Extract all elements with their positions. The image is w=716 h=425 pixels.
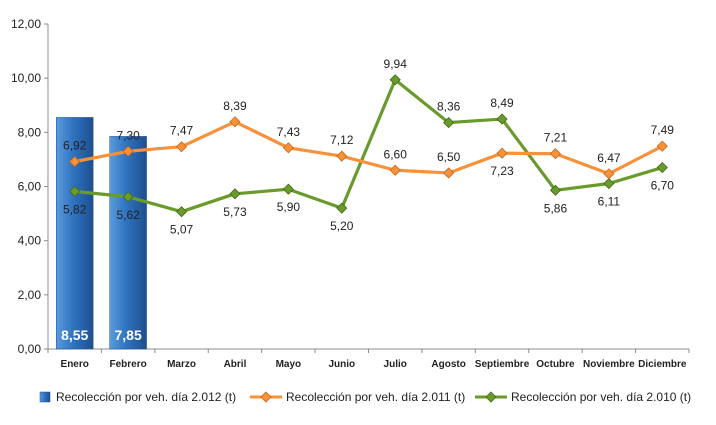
series-2-marker [336,202,348,214]
series-2-value-label: 5,62 [116,208,140,222]
series-1-value-label: 6,60 [384,147,408,161]
x-tick-label: Octubre [536,359,575,370]
series-2-marker [549,184,562,196]
series-2-marker [69,185,81,197]
series-1-value-label: 7,23 [490,164,514,178]
series-2-value-label: 5,73 [223,205,247,219]
legend: Recolección por veh. día 2.012 (t) Recole… [39,390,691,404]
series-1-marker [389,164,401,176]
series-1-marker [496,147,508,159]
y-tick-label: 12,00 [11,17,41,31]
series-1-value-label: 6,50 [437,150,461,164]
y-tick-label: 4,00 [18,234,42,248]
x-tick-label: Agosto [431,359,465,370]
data-labels: 8,55 7,85 6,92 7,30 7,47 8,39 7,43 7,12 6,60 6,50… [61,57,674,343]
series-1-value-label: 7,43 [277,125,301,139]
series-1-marker [69,156,81,168]
series-2-value-label: 5,90 [277,200,301,214]
legend-label: Recolección por veh. día 2.011 (t) [286,390,465,404]
legend-swatch-bar [39,391,51,403]
y-tick-label: 0,00 [18,342,42,356]
series-2-value-label: 5,20 [330,219,354,233]
series-1-marker [122,145,134,157]
series-1-value-label: 8,39 [223,99,247,113]
legend-swatch-marker [260,391,272,403]
x-tick-label: Abril [224,359,247,370]
bar-febrero [109,136,147,350]
series-2-value-label: 5,86 [544,201,568,215]
x-tick-label: Enero [61,359,89,370]
series-1-marker [549,148,562,160]
bar-value-label: 8,55 [61,327,88,343]
series-1-value-label: 7,30 [116,128,140,142]
series-1-value-label: 7,49 [651,123,675,137]
lines [69,74,668,218]
x-tick-label: Julio [384,359,407,370]
x-tick-label: Noviembre [583,359,635,370]
series-1-value-label: 7,12 [330,133,354,147]
x-tick-label: Septiembre [475,359,530,370]
series-2-value-label: 9,94 [384,57,408,71]
y-tick-label: 10,00 [11,71,41,85]
series-1-value-label: 6,92 [63,139,87,153]
series-2-marker [229,188,241,200]
x-tick-label: Febrero [110,359,147,370]
series-2-marker [122,191,134,203]
series-2-value-label: 6,70 [651,179,675,193]
y-tick-label: 2,00 [18,288,42,302]
series-2-value-label: 5,07 [170,223,194,237]
series-line-1 [74,120,664,176]
series-2-marker [496,113,508,125]
series-1-marker [282,142,294,154]
x-tick-label: Marzo [167,359,196,370]
series-2-marker [443,117,455,129]
y-tick-label: 6,00 [18,180,42,194]
series-1-marker [443,167,455,179]
y-tick-label: 8,00 [18,125,42,139]
series-2-marker [656,161,668,174]
series-2-value-label: 5,82 [63,202,87,216]
series-2-marker [175,206,188,218]
series-1-marker [603,168,615,180]
series-2-marker [389,74,401,86]
series-1-marker [175,141,188,153]
series-2-value-label: 8,49 [490,96,514,110]
series-1-value-label: 7,47 [170,124,194,138]
series-1-marker [336,150,348,162]
series-2-value-label: 6,11 [598,195,621,209]
series-1-value-label: 6,47 [597,151,621,165]
legend-swatch-marker [485,391,497,403]
series-1-marker [229,116,241,128]
series-line-2 [74,78,663,214]
axes: 0,00 2,00 4,00 6,00 8,00 10,00 12,00 Enero Febre… [11,17,690,370]
series-2-value-label: 8,36 [437,100,461,114]
x-tick-label: Diciembre [638,359,687,370]
legend-label: Recolección por veh. día 2.012 (t) [56,390,236,404]
legend-label: Recolección por veh. día 2.010 (t) [511,390,691,404]
series-2-marker [282,183,294,195]
series-1-value-label: 7,21 [544,131,568,145]
series-1-marker [656,140,668,152]
series-2-marker [603,177,615,190]
bar-value-label: 7,85 [115,327,142,343]
x-tick-label: Junio [328,359,355,370]
x-tick-label: Mayo [276,359,302,370]
